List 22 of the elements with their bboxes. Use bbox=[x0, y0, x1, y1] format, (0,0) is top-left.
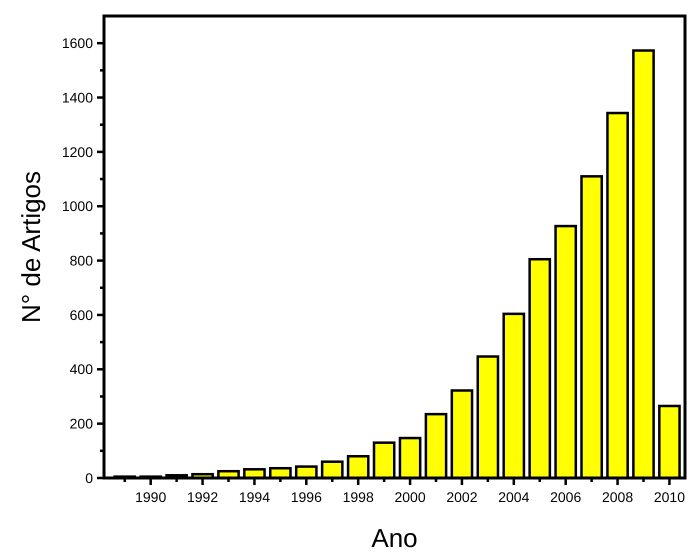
y-tick-label: 400 bbox=[70, 361, 94, 378]
x-tick-label: 2002 bbox=[446, 489, 478, 505]
x-tick-label: 1998 bbox=[342, 489, 374, 505]
x-tick-label: 2010 bbox=[654, 489, 686, 505]
x-tick-label: 1996 bbox=[290, 489, 322, 505]
y-tick-label: 0 bbox=[85, 470, 94, 486]
y-tick-label: 800 bbox=[70, 252, 94, 268]
y-tick-label: 1200 bbox=[62, 144, 94, 160]
x-tick-label: 1990 bbox=[135, 489, 166, 505]
x-tick-label: 1992 bbox=[186, 489, 218, 505]
y-tick-label: 600 bbox=[70, 306, 94, 323]
y-axis-title: N° de Artigos bbox=[16, 170, 46, 324]
y-tick-label: 1000 bbox=[62, 198, 94, 214]
y-tick-label: 200 bbox=[70, 416, 94, 432]
y-tick-label: 1400 bbox=[62, 89, 94, 106]
x-tick-label: 2008 bbox=[602, 489, 634, 505]
x-tick-label: 2000 bbox=[394, 489, 426, 505]
x-axis-title: Ano bbox=[371, 523, 418, 553]
y-tick-label: 1600 bbox=[62, 35, 94, 52]
x-tick-label: 1994 bbox=[238, 489, 270, 505]
x-tick-label: 2006 bbox=[550, 489, 582, 505]
x-tick-label: 2004 bbox=[498, 489, 530, 505]
